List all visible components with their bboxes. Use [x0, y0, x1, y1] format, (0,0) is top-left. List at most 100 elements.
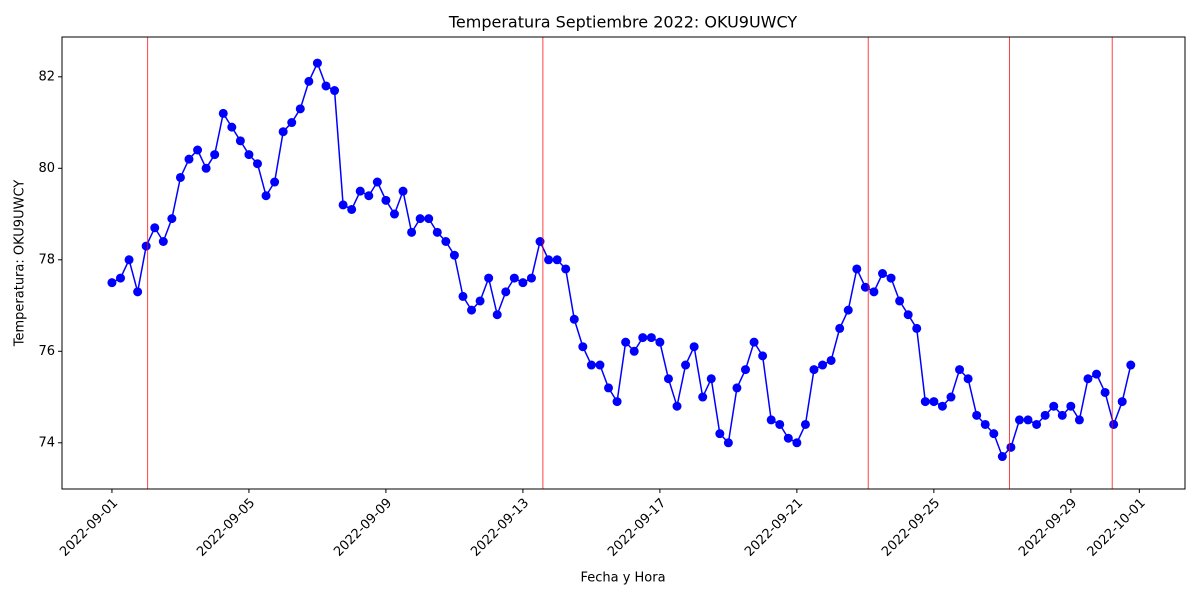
data-point	[920, 397, 930, 407]
data-point	[1126, 360, 1136, 370]
data-point	[1006, 442, 1016, 452]
data-point	[278, 127, 288, 137]
data-point	[937, 401, 947, 411]
data-point	[432, 227, 442, 237]
data-point	[621, 337, 631, 347]
data-point	[518, 278, 528, 288]
data-point	[544, 255, 554, 265]
data-point	[741, 365, 751, 375]
data-point	[1057, 410, 1067, 420]
data-point	[698, 392, 708, 402]
data-point	[903, 310, 913, 320]
data-point	[646, 333, 656, 343]
data-point	[372, 177, 382, 187]
data-point	[569, 314, 579, 324]
data-point	[723, 438, 733, 448]
data-point	[312, 58, 322, 68]
data-point	[1032, 419, 1042, 429]
data-point	[355, 186, 365, 196]
data-point	[158, 236, 168, 246]
data-point	[706, 374, 716, 384]
data-point	[672, 401, 682, 411]
data-point	[1023, 415, 1033, 425]
y-tick-label: 76	[38, 344, 55, 359]
data-point	[501, 287, 511, 297]
data-point	[612, 397, 622, 407]
y-tick-label: 80	[38, 161, 55, 176]
data-point	[552, 255, 562, 265]
data-point	[835, 323, 845, 333]
data-point	[193, 145, 203, 155]
y-tick-label: 78	[38, 252, 55, 267]
data-point	[133, 287, 143, 297]
data-point	[946, 392, 956, 402]
data-point	[775, 419, 785, 429]
data-point	[1092, 369, 1102, 379]
data-point	[715, 429, 725, 439]
data-point	[1109, 419, 1119, 429]
data-point	[895, 296, 905, 306]
data-point	[989, 429, 999, 439]
data-point	[655, 337, 665, 347]
data-point	[578, 342, 588, 352]
data-point	[766, 415, 776, 425]
data-point	[1014, 415, 1024, 425]
data-point	[364, 191, 374, 201]
data-point	[886, 273, 896, 283]
data-point	[955, 365, 965, 375]
data-point	[877, 269, 887, 279]
data-point	[244, 150, 254, 160]
data-point	[1074, 415, 1084, 425]
data-point	[407, 227, 417, 237]
data-point	[116, 273, 126, 283]
y-axis-label: Temperatura: OKU9UWCY	[13, 180, 28, 348]
data-point	[818, 360, 828, 370]
data-point	[749, 337, 759, 347]
data-point	[210, 150, 220, 160]
data-point	[663, 374, 673, 384]
y-tick-label: 82	[38, 69, 55, 84]
data-point	[175, 172, 185, 182]
data-point	[826, 355, 836, 365]
data-point	[458, 291, 468, 301]
data-point	[997, 452, 1007, 462]
data-point	[201, 163, 211, 173]
data-point	[963, 374, 973, 384]
data-point	[150, 223, 160, 233]
data-point	[852, 264, 862, 274]
data-point	[449, 250, 459, 260]
data-point	[980, 419, 990, 429]
data-point	[629, 346, 639, 356]
data-point	[347, 204, 357, 214]
data-point	[287, 118, 297, 128]
y-tick-label: 74	[38, 435, 55, 450]
data-point	[586, 360, 596, 370]
data-point	[261, 191, 271, 201]
data-point	[398, 186, 408, 196]
data-point	[252, 159, 262, 169]
data-point	[1083, 374, 1093, 384]
data-point	[1100, 387, 1110, 397]
data-point	[689, 342, 699, 352]
data-point	[235, 136, 245, 146]
data-point	[638, 333, 648, 343]
data-point	[783, 433, 793, 443]
data-point	[389, 209, 399, 219]
data-point	[535, 236, 545, 246]
data-point	[972, 410, 982, 420]
data-point	[1066, 401, 1076, 411]
data-point	[732, 383, 742, 393]
data-point	[912, 323, 922, 333]
plot-frame	[61, 36, 1186, 490]
data-point	[338, 200, 348, 210]
data-point	[758, 351, 768, 361]
x-axis-label: Fecha y Hora	[580, 571, 665, 586]
data-point	[929, 397, 939, 407]
data-point	[167, 214, 177, 224]
data-point	[843, 305, 853, 315]
data-point	[330, 86, 340, 96]
data-point	[321, 81, 331, 91]
data-point	[809, 365, 819, 375]
